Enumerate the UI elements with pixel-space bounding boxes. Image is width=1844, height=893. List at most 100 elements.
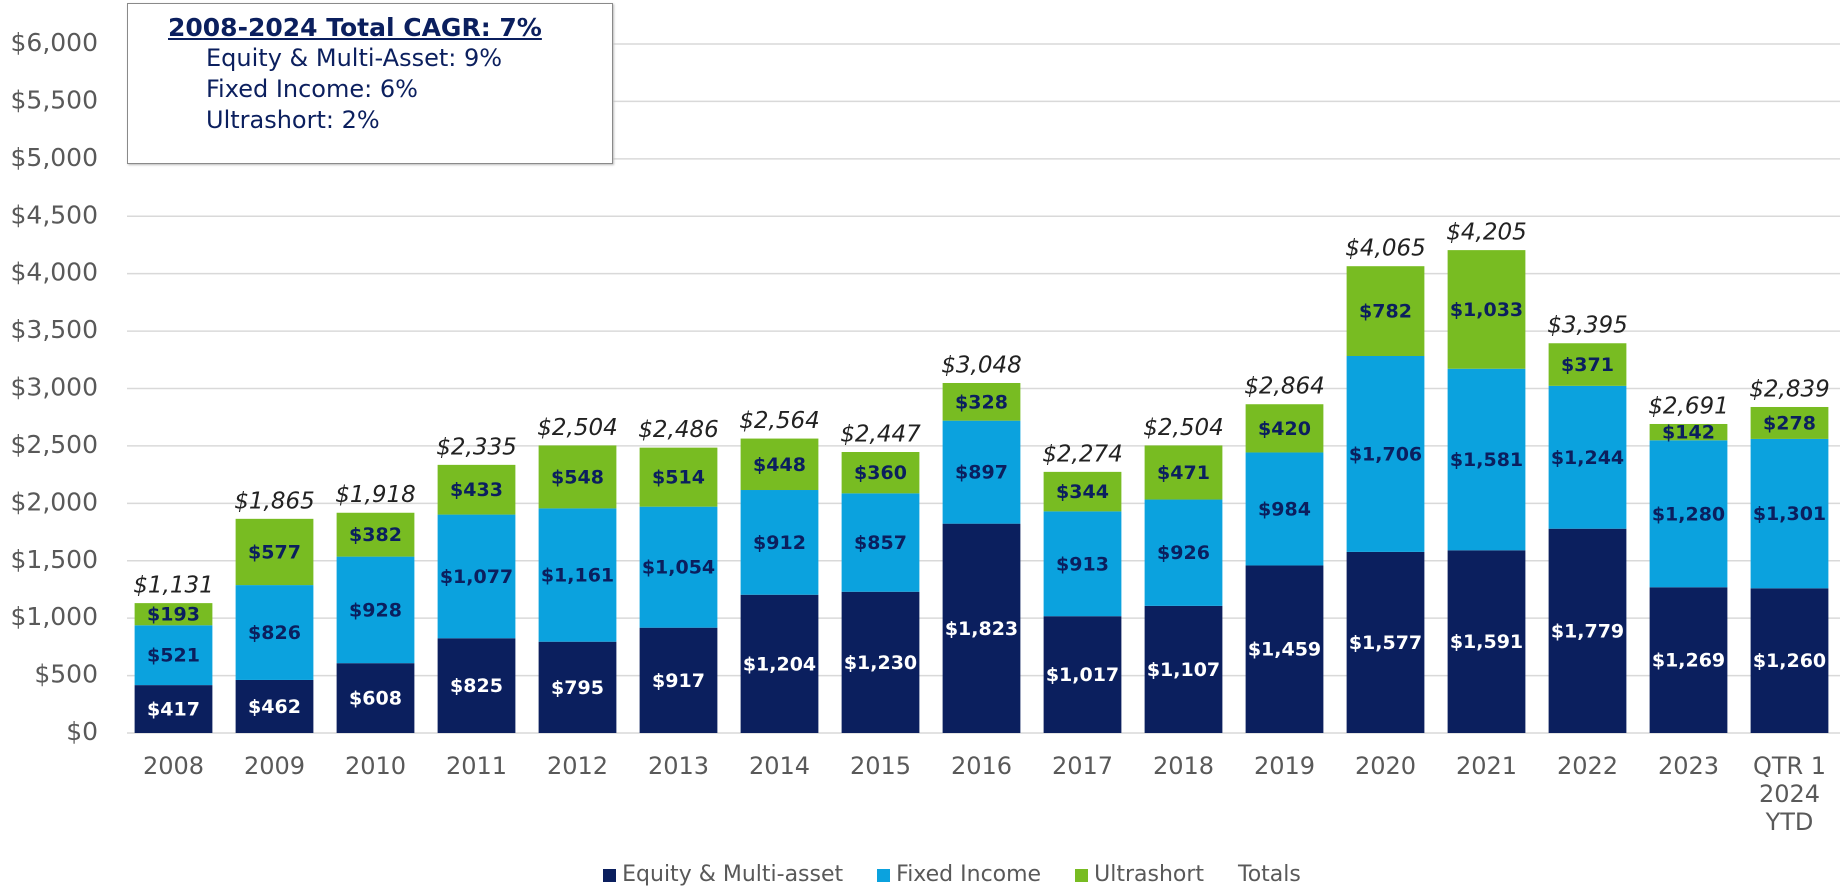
data-label: $825 [450,675,503,697]
y-tick-label: $4,000 [11,258,98,287]
bar-segment [1548,343,1627,386]
data-label: $1,260 [1753,650,1826,672]
bar-segment [1447,368,1526,551]
bar-segment [1043,511,1122,617]
bar-segment [134,625,213,686]
x-tick-label: 2015 [849,752,912,780]
total-label: $1,865 [234,488,314,514]
bar-segment [1043,616,1122,733]
x-tick-label: 2023 [1657,752,1720,780]
x-tick-label: 2022 [1556,752,1619,780]
data-label: $360 [854,462,907,484]
bar-segment [841,452,920,494]
total-label: $2,274 [1042,441,1122,467]
bar-segment [740,438,819,491]
data-label: $344 [1056,481,1109,503]
data-label: $897 [955,462,1008,484]
bar-segment [437,464,516,515]
bar-segment [1649,440,1728,588]
data-label: $1,779 [1551,620,1624,642]
data-label: $1,033 [1450,299,1523,321]
data-label: $462 [248,696,301,718]
x-tick-label: 2020 [1354,752,1417,780]
data-label: $1,706 [1349,443,1422,465]
y-tick-label: $0 [66,717,98,746]
bar-segment [841,591,920,733]
data-label: $857 [854,532,907,554]
bar-segment [1245,404,1324,453]
bar-segment [740,594,819,733]
bar-segment [437,638,516,733]
x-tick-label: 2009 [243,752,306,780]
data-label: $521 [147,645,200,667]
x-tick-label: 2010 [344,752,407,780]
annotation-box: 2008-2024 Total CAGR: 7% Equity & Multi-… [127,3,613,164]
x-tick-label: 2019 [1253,752,1316,780]
bar-segment [1649,423,1728,441]
y-tick-label: $6,000 [11,28,98,57]
bar-segment [235,679,314,733]
data-label: $142 [1662,422,1715,444]
bar-segment [942,523,1021,733]
data-label: $912 [753,532,806,554]
total-label: $2,864 [1244,374,1324,400]
legend-item: Fixed Income [877,862,1041,888]
total-label: $3,048 [941,352,1021,378]
legend-label: Equity & Multi-asset [622,862,844,887]
legend-label: Ultrashort [1094,862,1205,887]
y-tick-label: $2,500 [11,430,98,459]
y-tick-label: $5,000 [11,143,98,172]
y-tick-label: $5,500 [11,85,98,114]
total-label: $2,564 [739,408,819,434]
data-label: $1,230 [844,652,917,674]
total-label: $1,918 [335,482,415,508]
bar-segment [1750,406,1829,439]
data-label: $278 [1763,412,1816,434]
data-label: $1,823 [945,618,1018,640]
data-label: $193 [147,604,200,626]
data-label: $548 [551,466,604,488]
bar-segment [1346,356,1425,552]
bar-segment [235,518,314,586]
total-label: $3,395 [1547,313,1627,339]
data-label: $782 [1359,301,1412,323]
annotation-title: 2008-2024 Total CAGR: 7% [168,13,542,42]
x-tick-label: 2013 [647,752,710,780]
data-label: $1,161 [541,565,614,587]
total-label: $2,447 [840,422,921,448]
total-label: $2,504 [1143,415,1223,441]
legend: Equity & Multi-asset Fixed Income Ultrasho… [30,862,1844,888]
bar-segment [134,603,213,626]
data-label: $1,077 [440,566,513,588]
y-tick-label: $1,000 [11,602,98,631]
bar-segment [1447,550,1526,733]
bar-segment [639,447,718,507]
annotation-line: Equity & Multi-Asset: 9% [206,44,503,72]
data-label: $1,054 [642,557,715,579]
bar-segment [1144,605,1223,733]
data-label: $420 [1258,418,1311,440]
bar-segment [1346,266,1425,357]
x-tick-label: 2014 [748,752,811,780]
x-tick-label: 2012 [546,752,609,780]
data-label: $382 [349,524,402,546]
data-label: $1,301 [1753,503,1826,525]
y-tick-label: $4,500 [11,200,98,229]
bar-segment [538,641,617,733]
total-label: $2,504 [537,415,617,441]
y-tick-label: $2,000 [11,487,98,516]
x-tick-label: 2008 [142,752,205,780]
annotation-line: Ultrashort: 2% [206,106,380,134]
bar-segment [538,445,617,509]
data-label: $1,204 [743,653,816,675]
bar-segment [841,493,920,592]
data-label: $1,107 [1147,659,1220,681]
y-tick-label: $1,500 [11,545,98,574]
bar-segment [235,585,314,680]
data-label: $1,581 [1450,449,1523,471]
total-label: $2,691 [1648,393,1728,419]
legend-item: Ultrashort [1075,862,1204,888]
x-tick-label: 2021 [1455,752,1518,780]
bar-segment [1144,499,1223,606]
